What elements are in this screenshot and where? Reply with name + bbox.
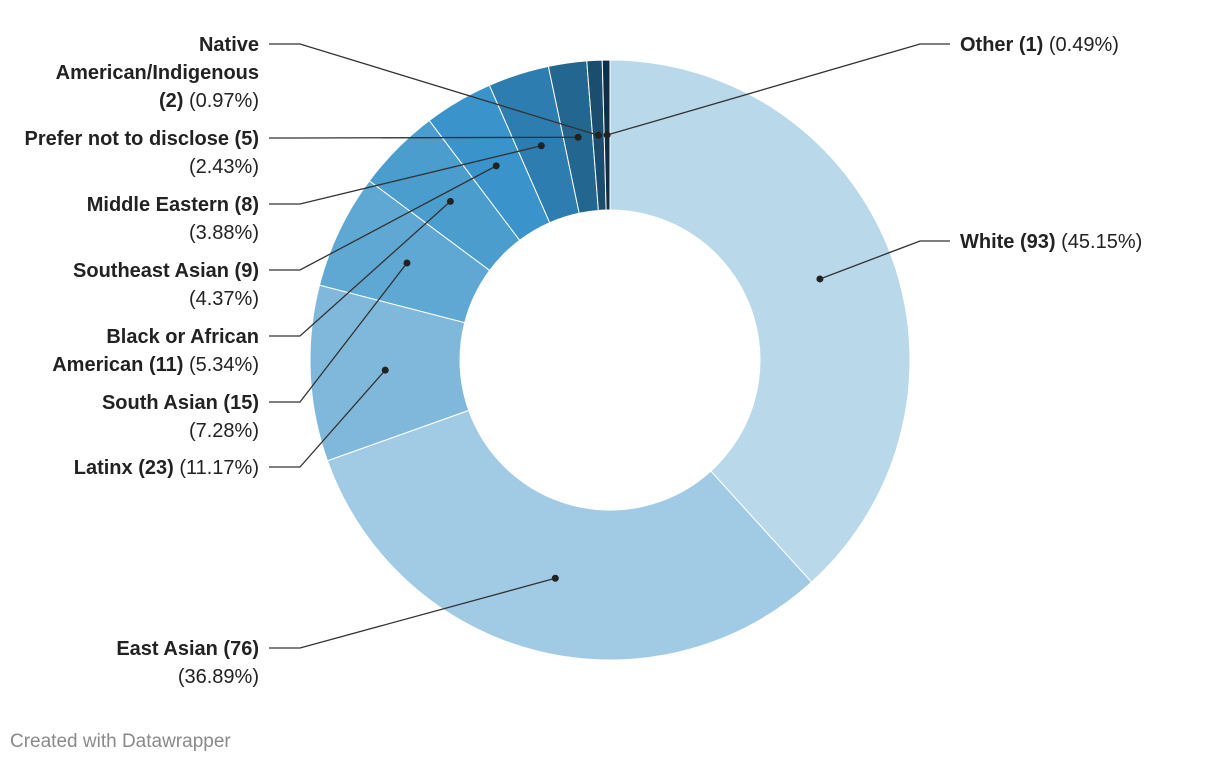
leader-dot-white bbox=[816, 275, 824, 283]
slice-label-south-asian: South Asian (15) (7.28%) bbox=[102, 392, 259, 442]
slice-white bbox=[609, 59, 911, 583]
slice-label-white: White (93) (45.15%) bbox=[960, 231, 1142, 253]
leader-dot-other bbox=[603, 131, 611, 139]
datawrapper-credit: Created with Datawrapper bbox=[10, 731, 231, 752]
leader-dot-latinx bbox=[381, 366, 389, 374]
leader-line-latinx bbox=[269, 369, 386, 468]
slice-label-other: Other (1) (0.49%) bbox=[960, 34, 1119, 56]
slice-label-middle-eastern: Middle Eastern (8) (3.88%) bbox=[87, 194, 259, 244]
slice-label-east-asian: East Asian (76) (36.89%) bbox=[116, 638, 259, 688]
leader-line-south-asian bbox=[269, 262, 408, 403]
leader-line-middle-eastern bbox=[269, 145, 542, 205]
slice-label-black-or-african-american: Black or African American (11) (5.34%) bbox=[52, 326, 259, 376]
donut-slices bbox=[309, 59, 911, 661]
leader-lines bbox=[269, 43, 950, 649]
leader-dot-black-or-african-american bbox=[446, 197, 454, 205]
slice-labels: White (93) (45.15%) East Asian (76) (36.89… bbox=[25, 34, 1143, 688]
leader-dot-native-american-indigenous bbox=[594, 131, 602, 139]
leader-dot-east-asian bbox=[551, 574, 559, 582]
leader-line-other bbox=[606, 43, 950, 136]
leader-line-east-asian bbox=[269, 577, 556, 649]
leader-line-white bbox=[819, 240, 950, 280]
slice-east-asian bbox=[326, 409, 813, 661]
leader-dot-south-asian bbox=[403, 259, 411, 267]
leader-line-native-american-indigenous bbox=[269, 43, 599, 136]
leader-line-black-or-african-american bbox=[269, 200, 451, 337]
leader-dot-southeast-asian bbox=[492, 162, 500, 170]
leader-dot-prefer-not-to-disclose bbox=[574, 133, 582, 141]
slice-label-southeast-asian: Southeast Asian (9) (4.37%) bbox=[73, 260, 259, 310]
slice-label-prefer-not-to-disclose: Prefer not to disclose (5) (2.43%) bbox=[25, 128, 260, 178]
leader-dot-middle-eastern bbox=[537, 142, 545, 150]
slice-label-native-american-indigenous: Native American/Indigenous (2) (0.97%) bbox=[56, 34, 259, 112]
slice-label-latinx: Latinx (23) (11.17%) bbox=[74, 457, 259, 479]
leader-line-prefer-not-to-disclose bbox=[269, 136, 579, 139]
leader-line-southeast-asian bbox=[269, 165, 497, 271]
